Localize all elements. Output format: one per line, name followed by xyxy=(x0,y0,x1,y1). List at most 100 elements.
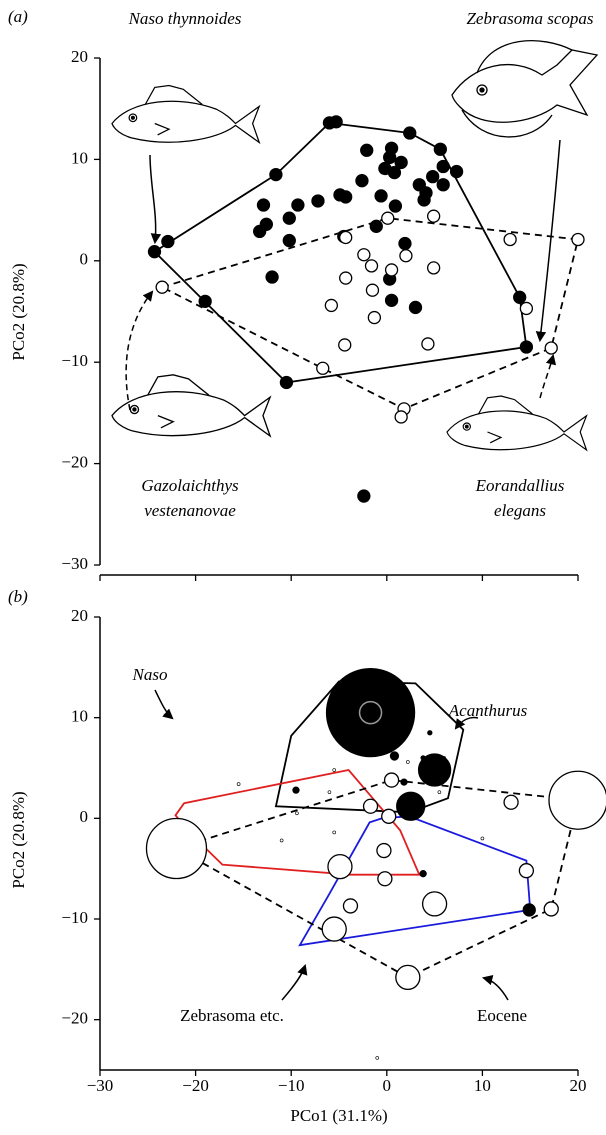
point xyxy=(422,338,434,350)
point xyxy=(366,284,378,296)
point xyxy=(328,791,331,794)
point xyxy=(395,411,407,423)
point xyxy=(293,787,299,793)
point xyxy=(520,341,532,353)
point xyxy=(361,144,373,156)
y-tick-label: 0 xyxy=(80,807,89,826)
point xyxy=(358,490,370,502)
point xyxy=(378,872,392,886)
point xyxy=(428,210,440,222)
point xyxy=(385,773,399,787)
x-tick-label: 20 xyxy=(570,1076,587,1095)
point xyxy=(340,231,352,243)
point xyxy=(333,831,336,834)
annotation: Naso thynnoides xyxy=(128,9,242,28)
point xyxy=(295,812,298,815)
point xyxy=(520,302,532,314)
point xyxy=(396,965,420,989)
point xyxy=(356,175,368,187)
y-axis-title: PCo2 (20.8%) xyxy=(9,263,28,360)
x-axis-title: PCo1 (31.1%) xyxy=(290,1106,387,1125)
point xyxy=(390,752,398,760)
point xyxy=(504,795,518,809)
annotation: elegans xyxy=(494,501,546,520)
y-tick-label: −10 xyxy=(61,351,88,370)
point xyxy=(437,179,449,191)
point xyxy=(420,187,432,199)
point xyxy=(377,844,391,858)
point xyxy=(312,195,324,207)
point xyxy=(330,116,342,128)
point xyxy=(406,760,409,763)
point xyxy=(270,169,282,181)
annotation: Gazolaichthys xyxy=(141,476,239,495)
point xyxy=(283,235,295,247)
y-tick-label: 20 xyxy=(71,47,88,66)
point xyxy=(382,212,394,224)
hull-label: Naso xyxy=(132,665,168,684)
point xyxy=(280,376,292,388)
point xyxy=(427,171,439,183)
point xyxy=(260,218,272,230)
hull-label: Eocene xyxy=(477,1006,527,1025)
point xyxy=(421,756,425,760)
panel-label: (a) xyxy=(8,7,28,26)
point xyxy=(504,234,516,246)
point xyxy=(549,771,606,829)
point xyxy=(389,200,401,212)
point xyxy=(376,1056,379,1059)
point xyxy=(283,212,295,224)
point xyxy=(146,819,206,879)
point xyxy=(366,260,378,272)
point xyxy=(420,871,426,877)
point xyxy=(384,151,396,163)
point xyxy=(481,837,484,840)
point xyxy=(358,249,370,261)
y-tick-label: −20 xyxy=(61,1009,88,1028)
point xyxy=(404,127,416,139)
point xyxy=(434,143,446,155)
annotation: Eorandallius xyxy=(475,476,565,495)
point xyxy=(317,362,329,374)
hull xyxy=(176,770,420,875)
y-tick-label: 10 xyxy=(71,707,88,726)
x-tick-label: −20 xyxy=(182,1076,209,1095)
point xyxy=(333,769,336,772)
figure: (a) PCo2 (20.8%) 20 10 0 −10 −20 −30 Naso thynno… xyxy=(0,0,606,1135)
point xyxy=(148,246,160,258)
point xyxy=(237,783,240,786)
point xyxy=(428,262,440,274)
point xyxy=(327,669,415,757)
point xyxy=(325,299,337,311)
point xyxy=(572,234,584,246)
point xyxy=(386,294,398,306)
point xyxy=(340,272,352,284)
x-tick-label: 0 xyxy=(383,1076,392,1095)
point xyxy=(368,312,380,324)
x-tick-label: −30 xyxy=(87,1076,114,1095)
y-tick-label: −20 xyxy=(61,453,88,472)
point xyxy=(257,199,269,211)
point xyxy=(437,160,449,172)
point xyxy=(292,199,304,211)
fish-illustrations xyxy=(112,41,597,450)
point xyxy=(343,899,357,913)
point xyxy=(401,779,407,785)
point xyxy=(199,295,211,307)
point xyxy=(280,839,283,842)
point xyxy=(340,191,352,203)
point xyxy=(451,166,463,178)
point xyxy=(519,864,533,878)
point xyxy=(400,250,412,262)
y-tick-label: 10 xyxy=(71,148,88,167)
y-tick-label: −30 xyxy=(61,554,88,573)
point xyxy=(514,291,526,303)
point xyxy=(370,220,382,232)
y-tick-label: 20 xyxy=(71,606,88,625)
y-axis-title: PCo2 (20.8%) xyxy=(9,791,28,888)
point xyxy=(339,339,351,351)
point xyxy=(266,271,278,283)
point xyxy=(523,904,535,916)
x-tick-label: 10 xyxy=(474,1076,491,1095)
point xyxy=(386,264,398,276)
